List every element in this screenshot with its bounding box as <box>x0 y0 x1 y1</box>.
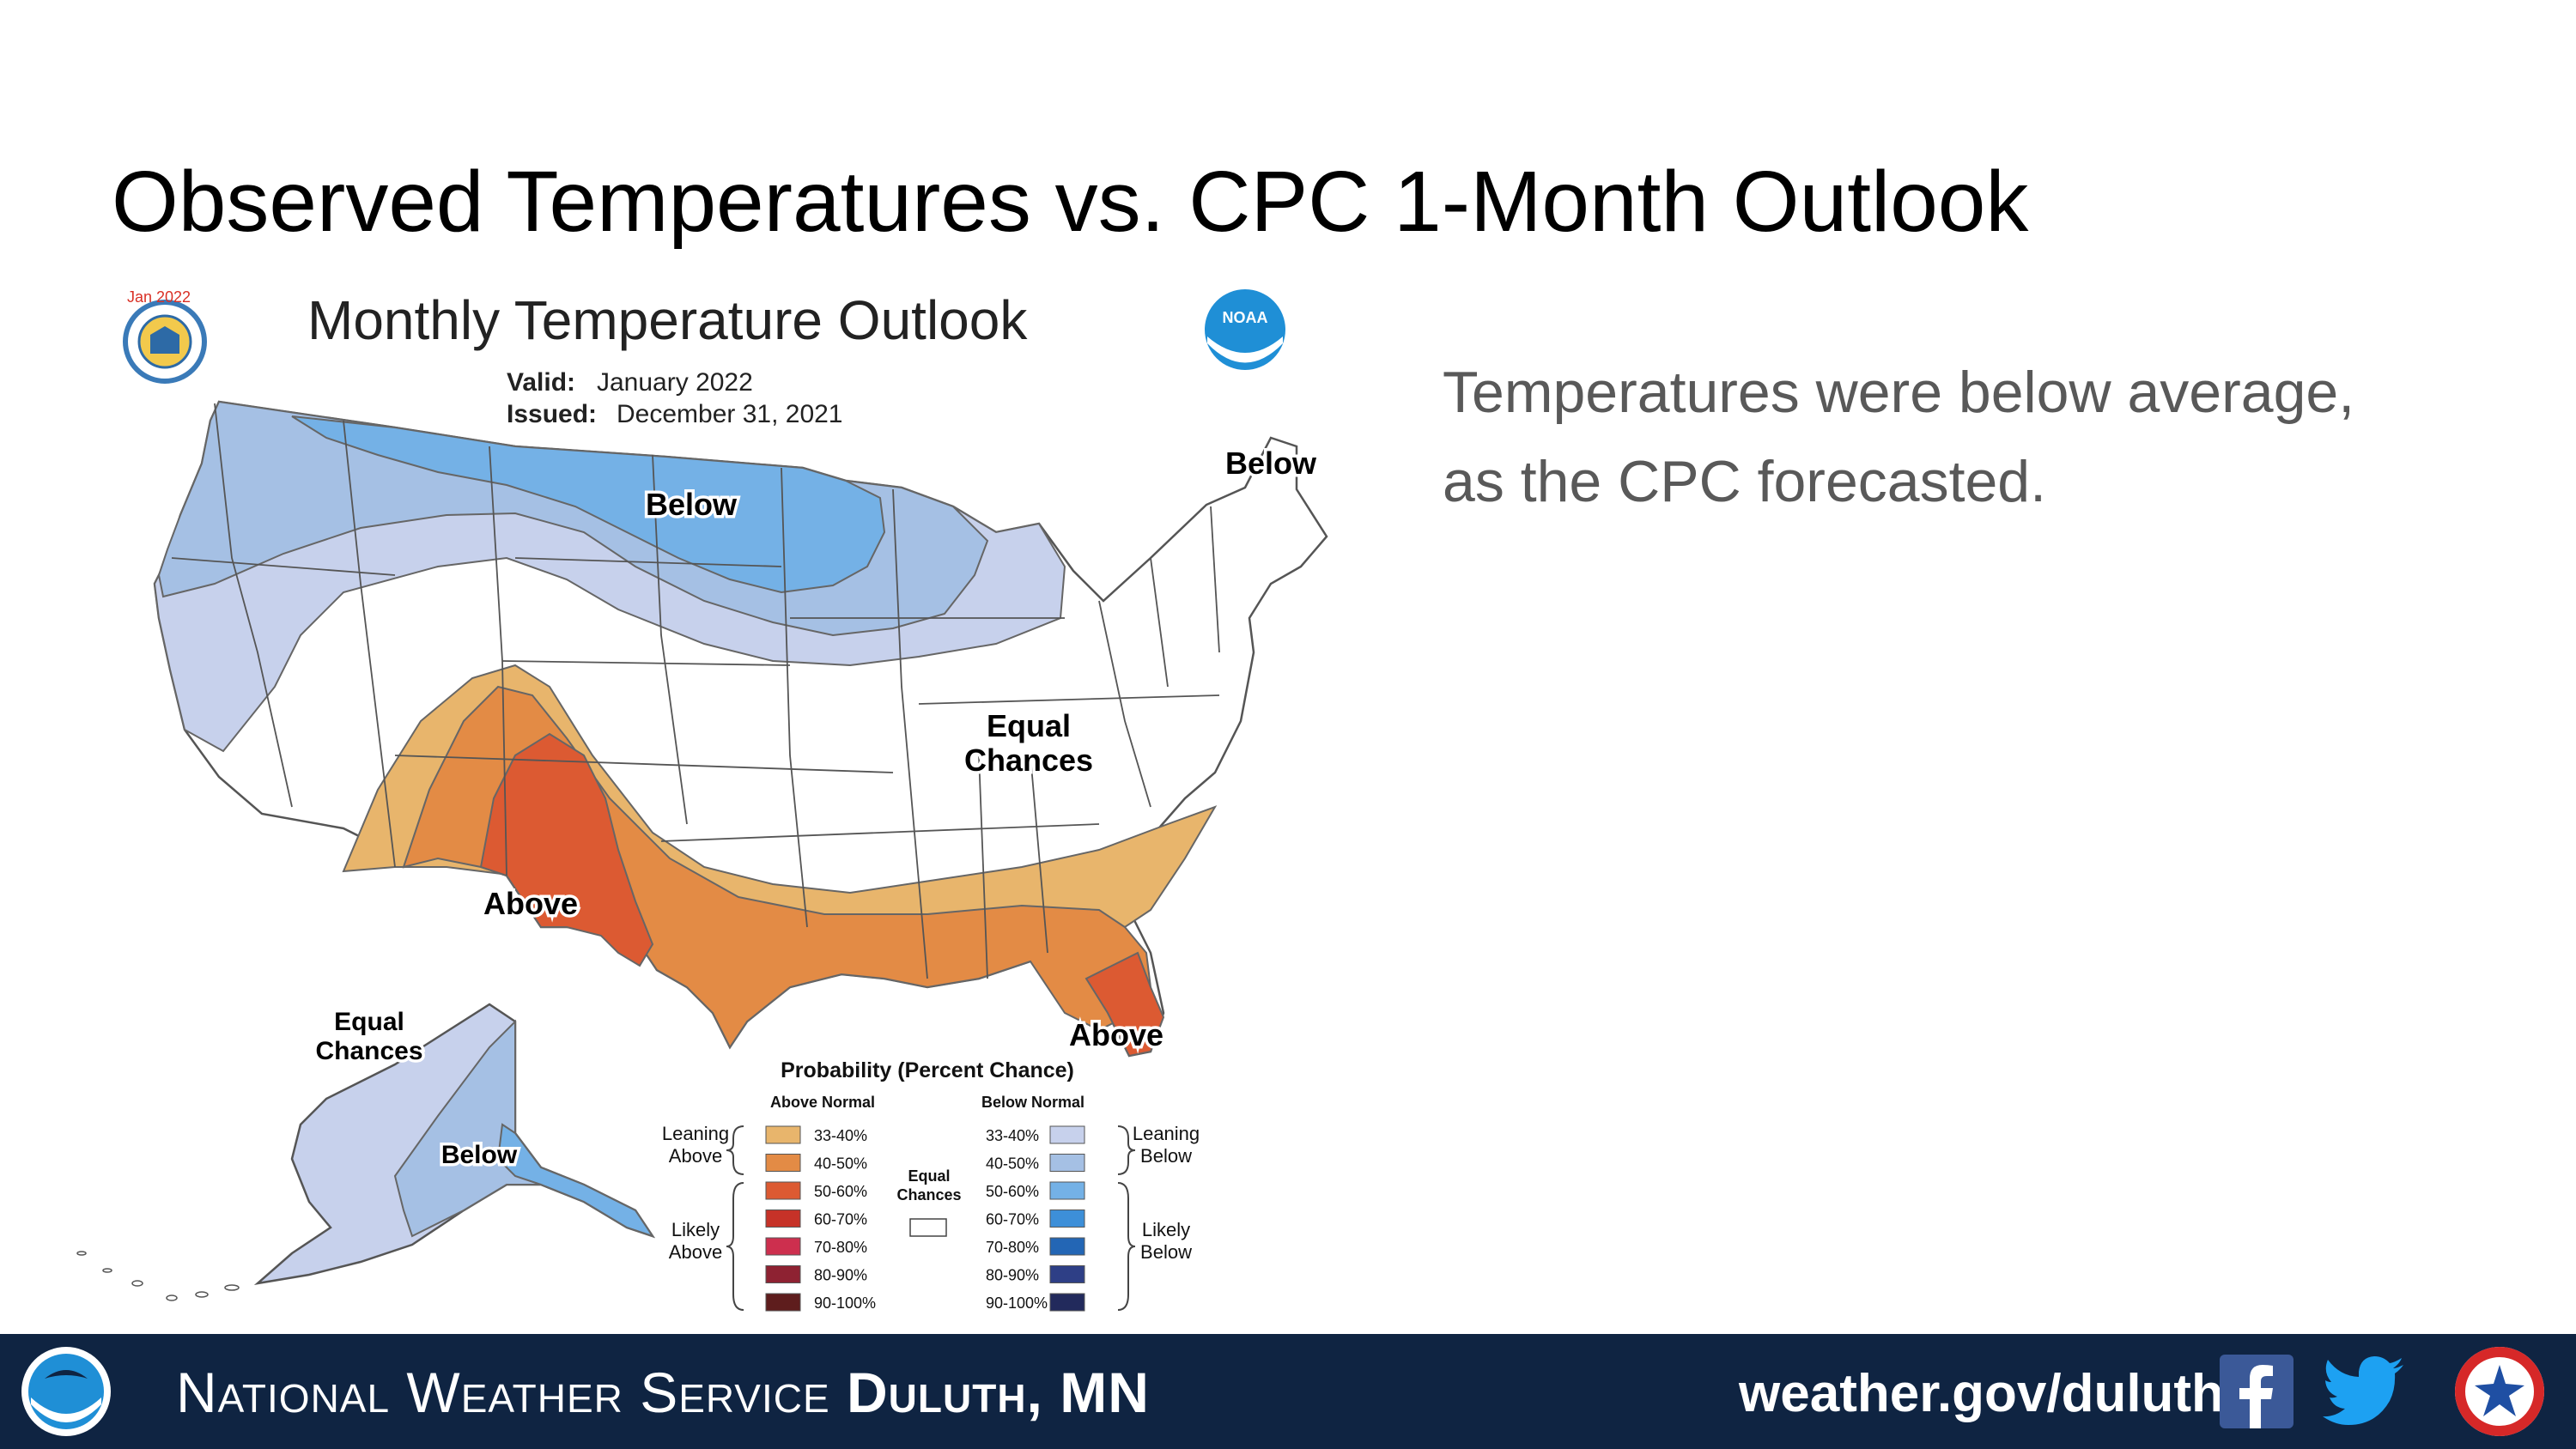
legend-below-bin-swatch-6 <box>1049 1293 1085 1312</box>
legend-above-bins: 33-40% 40-50% 50-60% 60-70% 70-80% 80-90% 90-1… <box>765 1125 876 1312</box>
legend-below-bins: 33-40% 40-50% 50-60% 60-70% 70-80% 80-90% 90-1… <box>986 1125 1085 1312</box>
legend-below-bin-swatch-3 <box>1049 1210 1085 1228</box>
legend-below-bin-label-6: 90-100% <box>986 1294 1048 1312</box>
legend-above-bin-swatch-5 <box>765 1265 801 1283</box>
legend-equal-2: Chances <box>896 1186 961 1203</box>
facebook-icon[interactable] <box>2220 1355 2293 1428</box>
alaska-below-50-60 <box>496 1123 655 1238</box>
legend-below-bin-label-0: 33-40% <box>986 1127 1039 1144</box>
valid-label: Valid: <box>507 368 575 397</box>
legend-above-bin-swatch-1 <box>765 1154 801 1172</box>
label-alaska-below: Below <box>441 1141 518 1169</box>
legend-above-bin-label-1: 40-50% <box>814 1155 867 1173</box>
footer-bar: National Weather Service Duluth, MN weat… <box>0 1334 2576 1449</box>
label-above-florida: Above <box>1069 1017 1163 1052</box>
above-50-60-region <box>479 732 654 967</box>
label-above-southwest: Above <box>483 886 578 921</box>
legend-below-bin-label-5: 80-90% <box>986 1267 1039 1284</box>
legend-below-header: Below Normal <box>981 1094 1084 1111</box>
legend-above-bin-label-3: 60-70% <box>814 1211 867 1228</box>
legend-below-bin-swatch-1 <box>1049 1154 1085 1172</box>
legend-leaning-below-1: Leaning <box>1133 1123 1200 1144</box>
issued-label: Issued: <box>507 400 597 428</box>
map-title: Monthly Temperature Outlook <box>307 289 1028 351</box>
commerce-seal-logo <box>123 300 207 384</box>
nws-logo <box>2455 1347 2544 1436</box>
legend-above-header: Above Normal <box>770 1094 875 1111</box>
legend-title: Probability (Percent Chance) <box>781 1058 1074 1082</box>
legend-above-bin-swatch-6 <box>765 1293 801 1312</box>
below-50-60-region <box>291 415 886 594</box>
legend-below-bin-swatch-0 <box>1049 1125 1085 1144</box>
label-alaska-equal-line2: Chances <box>315 1037 422 1065</box>
issued-value: December 31, 2021 <box>617 400 843 428</box>
legend-below-bin-swatch-5 <box>1049 1265 1085 1283</box>
legend-leaning-below-2: Below <box>1140 1145 1192 1167</box>
legend-likely-below-2: Below <box>1140 1241 1192 1263</box>
outlook-map: Jan 2022 NOAA Monthly Temperature Outloo… <box>76 288 1328 1312</box>
legend-below-bin-label-1: 40-50% <box>986 1155 1039 1173</box>
legend-above-bin-swatch-3 <box>765 1210 801 1228</box>
label-below-north: Below <box>646 487 738 522</box>
aleutian-islands <box>76 1251 240 1301</box>
slide-caption: Temperatures were below average, as the … <box>1443 348 2542 526</box>
label-equal-line1: Equal <box>987 708 1071 743</box>
label-below-maine: Below <box>1225 446 1317 481</box>
twitter-icon[interactable] <box>2323 1356 2405 1427</box>
legend-likely-above-1: Likely <box>671 1219 720 1240</box>
legend-below-bin-label-3: 60-70% <box>986 1211 1039 1228</box>
noaa-logo-text: NOAA <box>1223 309 1268 326</box>
legend-above-bin-label-5: 80-90% <box>814 1267 867 1284</box>
above-50-60-florida <box>1084 951 1165 1058</box>
legend-below-bin-label-4: 70-80% <box>986 1239 1039 1256</box>
legend-likely-above-2: Above <box>669 1241 722 1263</box>
legend-below-bin-swatch-4 <box>1049 1237 1085 1256</box>
noaa-logo: NOAA <box>1205 289 1285 370</box>
legend-leaning-above-1: Leaning <box>662 1123 729 1144</box>
outlook-badge: Jan 2022 <box>127 288 191 306</box>
legend-above-bin-swatch-4 <box>765 1237 801 1256</box>
slide-title: Observed Temperatures vs. CPC 1-Month Ou… <box>112 154 2029 250</box>
noaa-footer-logo <box>21 1347 111 1436</box>
probability-legend: Probability (Percent Chance) Above Norma… <box>662 1058 1200 1312</box>
outlook-map-panel: Jan 2022 NOAA Monthly Temperature Outloo… <box>34 275 1374 1322</box>
legend-below-bin-swatch-2 <box>1049 1181 1085 1200</box>
legend-above-bin-label-6: 90-100% <box>814 1294 876 1312</box>
legend-equal-1: Equal <box>908 1167 950 1185</box>
state-borders <box>171 403 1220 979</box>
legend-brace-leaning-below <box>1117 1125 1136 1175</box>
caption-line-2: as the CPC forecasted. <box>1443 449 2047 514</box>
legend-above-bin-swatch-0 <box>765 1125 801 1144</box>
footer-org-prefix: National Weather Service <box>176 1361 830 1424</box>
legend-leaning-above-2: Above <box>669 1145 722 1167</box>
legend-above-bin-swatch-2 <box>765 1181 801 1200</box>
legend-below-bin-label-2: 50-60% <box>986 1183 1039 1200</box>
footer-url-link[interactable]: weather.gov/duluth <box>1739 1364 2224 1423</box>
legend-above-bin-label-2: 50-60% <box>814 1183 867 1200</box>
valid-value: January 2022 <box>597 368 753 397</box>
label-equal-line2: Chances <box>964 743 1093 778</box>
legend-brace-likely-below <box>1117 1182 1136 1311</box>
legend-equal-swatch <box>909 1218 947 1237</box>
footer-org-office: Duluth, MN <box>847 1361 1150 1424</box>
footer-org: National Weather Service Duluth, MN <box>176 1360 1150 1425</box>
legend-brace-leaning-above <box>726 1125 744 1175</box>
legend-above-bin-label-4: 70-80% <box>814 1239 867 1256</box>
label-alaska-equal-line1: Equal <box>334 1008 404 1036</box>
legend-above-bin-label-0: 33-40% <box>814 1127 867 1144</box>
legend-brace-likely-above <box>726 1182 744 1311</box>
caption-line-1: Temperatures were below average, <box>1443 360 2355 425</box>
legend-likely-below-1: Likely <box>1142 1219 1190 1240</box>
